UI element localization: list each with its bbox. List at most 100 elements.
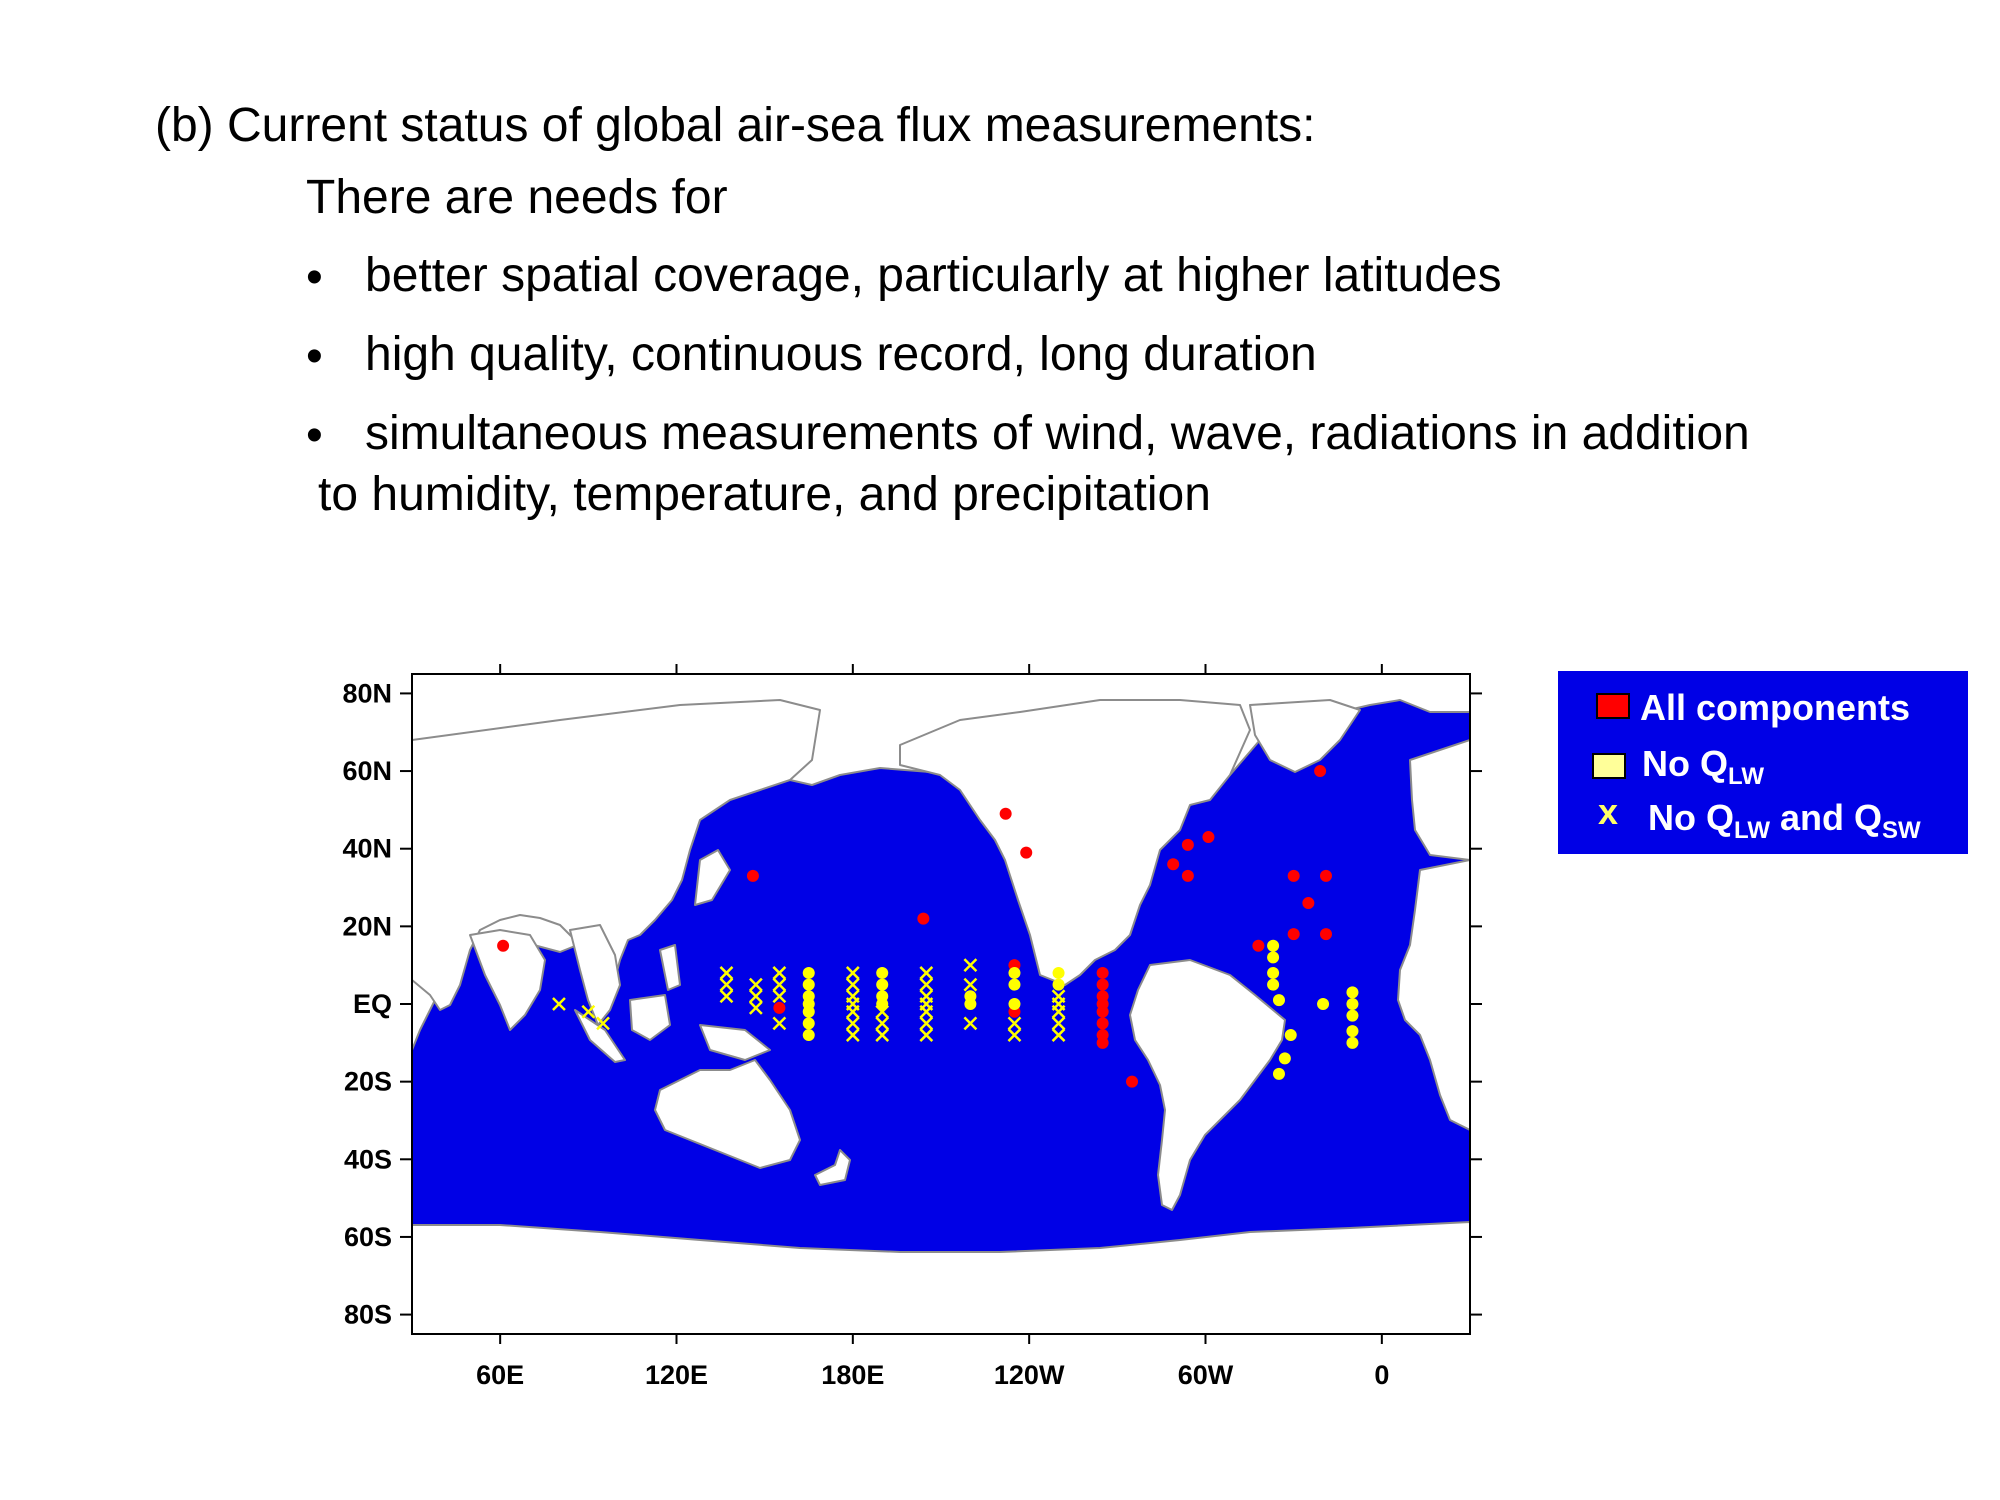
red-square-swatch — [1596, 693, 1630, 719]
legend-label-all-components: All components — [1640, 687, 1911, 728]
station-no-qlw — [1346, 1025, 1359, 1038]
station-all-components — [1181, 838, 1194, 851]
lat-tick-label: 80N — [342, 678, 392, 708]
station-no-qlw — [1052, 978, 1065, 991]
land-indochina — [569, 924, 621, 1026]
station-all-components — [746, 869, 759, 882]
bullet-dot-3: • — [306, 409, 323, 462]
station-all-components — [1302, 897, 1315, 910]
land-new-zealand — [814, 1149, 851, 1186]
station-no-qlw — [802, 1029, 815, 1042]
station-all-components — [1202, 831, 1215, 844]
legend-label-no-qlw-qsw: No QLW and QSW — [1648, 797, 1921, 844]
station-all-components — [1096, 1005, 1109, 1018]
lon-tick-label: 60W — [1178, 1360, 1234, 1390]
station-no-qlw-qsw — [845, 1016, 860, 1031]
station-no-qlw-qsw — [963, 977, 978, 992]
station-all-components — [1096, 1017, 1109, 1030]
station-no-qlw — [802, 1005, 815, 1018]
station-no-qlw-qsw — [919, 966, 934, 980]
station-no-qlw — [876, 978, 889, 991]
station-no-qlw-qsw — [1051, 1016, 1066, 1031]
station-no-qlw — [802, 966, 815, 979]
station-no-qlw — [1346, 986, 1359, 999]
station-no-qlw — [1267, 939, 1280, 952]
station-all-components — [1096, 978, 1109, 991]
station-no-qlw — [1267, 978, 1280, 991]
station-no-qlw — [1346, 998, 1359, 1010]
land-greenland — [1249, 699, 1361, 773]
station-no-qlw-qsw — [845, 1004, 860, 1019]
station-no-qlw-qsw — [919, 1016, 934, 1031]
legend-row-no-qlw-qsw: x No QLW and QSW — [1558, 791, 1968, 845]
intro-text: There are needs for — [306, 171, 728, 224]
station-no-qlw-qsw — [772, 1016, 787, 1031]
lon-tick-label: 120W — [994, 1360, 1065, 1390]
land-antarctica — [412, 1221, 1470, 1334]
lon-tick-label: 180E — [821, 1360, 884, 1390]
station-no-qlw — [876, 966, 889, 979]
station-no-qlw-qsw — [1051, 1004, 1066, 1019]
station-no-qlw-qsw — [845, 977, 860, 992]
station-all-components — [1096, 966, 1109, 979]
lat-tick-label: 40N — [342, 834, 392, 864]
station-no-qlw — [1008, 998, 1021, 1010]
station-no-qlw — [802, 1017, 815, 1030]
station-no-qlw-qsw — [581, 1004, 596, 1019]
legend-row-all-components: All components — [1558, 685, 1968, 735]
land-philippines — [659, 944, 681, 991]
land-europe-east — [1409, 739, 1470, 861]
land-borneo — [629, 994, 671, 1041]
station-no-qlw-qsw — [1007, 1028, 1022, 1042]
lon-tick-label: 0 — [1374, 1360, 1389, 1390]
lat-tick-label: 40S — [344, 1144, 392, 1174]
lat-tick-label: 60S — [344, 1222, 392, 1252]
yellow-x-marker-icon: x — [1598, 791, 1619, 832]
legend-row-no-qlw: No QLW — [1558, 741, 1968, 791]
station-no-qlw-qsw — [845, 1028, 860, 1042]
yellow-square-swatch — [1592, 753, 1626, 779]
station-no-qlw — [1267, 951, 1280, 964]
land-india — [469, 929, 546, 1031]
lat-tick-label: 20N — [342, 911, 392, 941]
map-legend: All components No QLW x No QLW and QSW — [1558, 671, 1968, 854]
station-all-components — [1319, 928, 1332, 941]
station-all-components — [1319, 869, 1332, 882]
lat-tick-label: EQ — [353, 989, 392, 1019]
station-no-qlw-qsw — [875, 1028, 890, 1042]
station-no-qlw-qsw — [875, 1004, 890, 1019]
station-no-qlw — [802, 978, 815, 991]
station-no-qlw-qsw — [748, 977, 763, 992]
station-no-qlw-qsw — [719, 989, 734, 1004]
station-no-qlw-qsw — [919, 1028, 934, 1042]
station-no-qlw-qsw — [719, 966, 734, 980]
land-new-guinea — [699, 1024, 771, 1061]
station-all-components — [917, 912, 930, 925]
station-no-qlw — [1267, 966, 1280, 979]
station-no-qlw-qsw — [772, 977, 787, 992]
bullet-dot-1: • — [306, 251, 323, 304]
station-no-qlw — [1278, 1052, 1291, 1065]
station-no-qlw — [1008, 966, 1021, 979]
land-north-america — [899, 699, 1251, 986]
station-no-qlw-qsw — [963, 1016, 978, 1031]
bullet-2: high quality, continuous record, long du… — [365, 328, 1317, 381]
land-africa — [1397, 859, 1470, 1131]
station-all-components — [1020, 846, 1033, 859]
station-no-qlw-qsw — [919, 977, 934, 992]
station-no-qlw-qsw — [596, 1016, 610, 1031]
station-all-components — [497, 939, 510, 952]
station-no-qlw-qsw — [748, 989, 763, 1004]
slide-heading: (b) Current status of global air-sea flu… — [155, 99, 1316, 152]
station-no-qlw — [1272, 994, 1285, 1007]
station-no-qlw-qsw — [552, 997, 566, 1011]
bullet-3: simultaneous measurements of wind, wave,… — [365, 407, 1750, 460]
bullet-dot-2: • — [306, 330, 323, 383]
station-no-qlw-qsw — [919, 1004, 934, 1019]
station-no-qlw-qsw — [963, 958, 978, 973]
station-no-qlw-qsw — [772, 989, 787, 1004]
station-no-qlw-qsw — [1051, 1028, 1066, 1042]
station-no-qlw — [1052, 966, 1065, 979]
station-all-components — [773, 1001, 786, 1014]
